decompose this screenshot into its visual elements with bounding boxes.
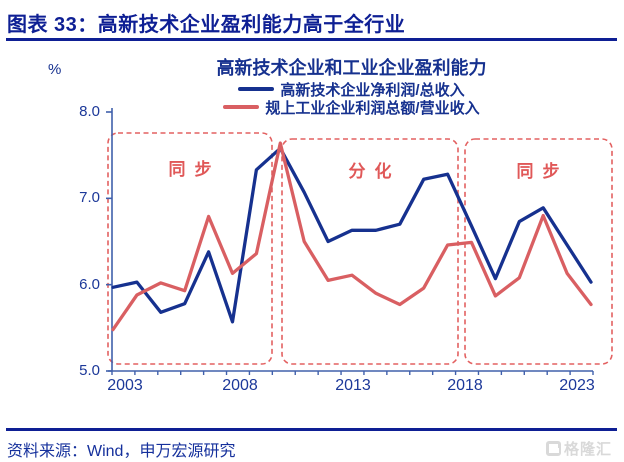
x-tick-2008: 2008 [222, 377, 258, 394]
phase-box-3 [464, 138, 613, 365]
annotation-phase-2: 分化 [348, 162, 401, 181]
heading-divider [6, 38, 617, 41]
legend-label-hightech: 高新技术企业净利润/总收入 [280, 81, 465, 99]
gelonghui-logo-text: 格隆汇 [564, 441, 613, 458]
footer-divider [6, 428, 617, 431]
phase-box-1 [107, 132, 273, 365]
y-tick-5: 5.0 [79, 362, 100, 379]
x-tick-2018: 2018 [447, 377, 483, 394]
legend-item-industrial: 规上工业企业利润总额/营业收入 [112, 99, 591, 117]
y-tick-8: 8.0 [79, 103, 100, 120]
y-tick-6: 6.0 [79, 276, 100, 293]
y-axis-unit-label: % [48, 61, 62, 78]
gelonghui-logo-icon [546, 441, 561, 456]
series-line-1 [111, 141, 593, 332]
x-tick-2023: 2023 [559, 377, 595, 394]
annotation-phase-1: 同步 [168, 160, 221, 179]
legend-label-industrial: 规上工业企业利润总额/营业收入 [265, 99, 480, 117]
y-tick-7: 7.0 [79, 189, 100, 206]
legend-swatch-0 [238, 87, 275, 91]
legend-swatch-1 [223, 105, 260, 109]
x-tick-2003: 2003 [107, 377, 143, 394]
annotation-phase-3: 同步 [516, 162, 569, 181]
series-line-0 [111, 146, 593, 324]
x-tick-2013: 2013 [335, 377, 371, 394]
legend-item-hightech: 高新技术企业净利润/总收入 [112, 81, 591, 99]
gelonghui-logo: 格隆汇 [546, 438, 612, 459]
source-note: 资料来源：Wind，申万宏源研究 [7, 443, 236, 460]
figure-heading: 图表 33：高新技术企业盈利能力高于全行业 [7, 14, 406, 36]
phase-box-2 [281, 138, 459, 365]
chart-title: 高新技术企业和工业企业盈利能力 [216, 58, 487, 78]
